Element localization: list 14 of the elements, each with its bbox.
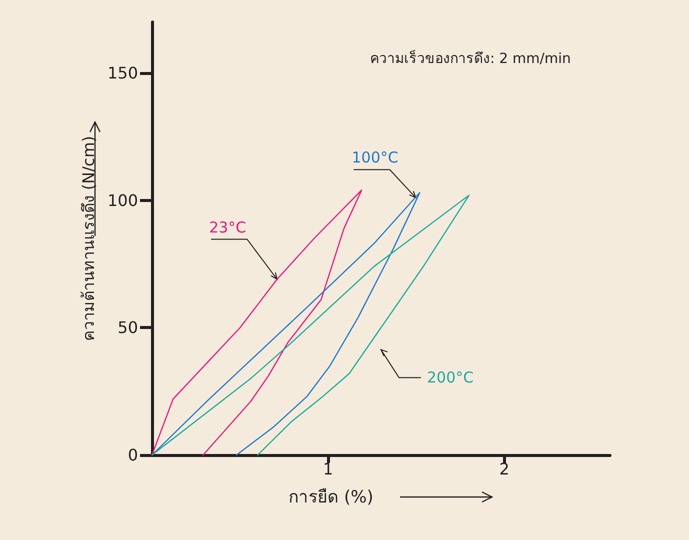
line-series (151, 192, 420, 456)
y-tick-label: 150 (107, 63, 138, 82)
text: 23°C (209, 218, 246, 236)
y-tick-label: 50 (118, 318, 138, 338)
y-tick-label: 0 (128, 446, 138, 464)
text: 100°C (352, 148, 398, 167)
line-series (151, 190, 362, 456)
x-tick-label: 1 (323, 460, 334, 478)
text: 200°C (427, 368, 474, 387)
annotation: ความเร็วของการดึง: 2 mm/min (370, 49, 571, 67)
y-axis-title: ความต้านทานแรงดึง (N/cm) (79, 136, 98, 342)
x-tick-label: 2 (499, 460, 510, 478)
y-tick-label: 100 (107, 190, 138, 210)
x-axis-title: การยืด (%) (288, 488, 374, 508)
